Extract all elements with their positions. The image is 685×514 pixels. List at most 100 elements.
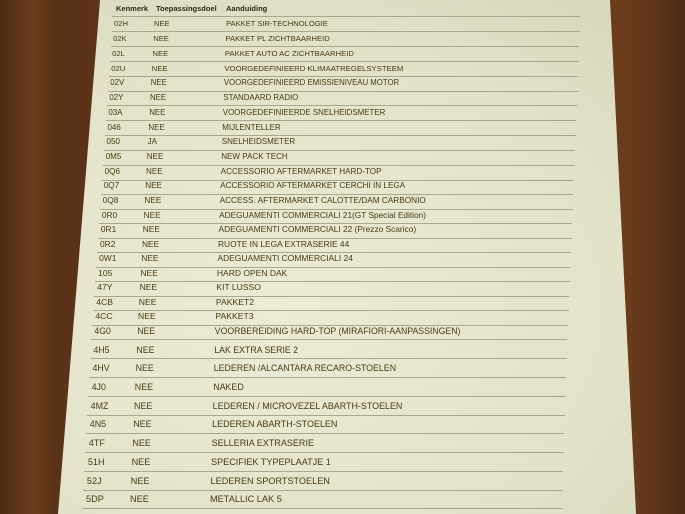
- cell-description: PAKKET3: [215, 311, 254, 322]
- row-divider: [87, 414, 565, 416]
- cell-applicable: NEE: [133, 419, 152, 430]
- cell-description: VOORGEDEFINIEERD EMISSIENIVEAU MOTOR: [223, 78, 400, 88]
- row-divider: [91, 339, 568, 341]
- row-divider: [110, 60, 579, 62]
- row-divider: [105, 134, 576, 136]
- cell-applicable: NEE: [143, 210, 161, 221]
- row-divider: [112, 31, 580, 33]
- cell-code: 0W1: [99, 253, 117, 264]
- row-divider: [93, 310, 569, 312]
- row-divider: [88, 395, 566, 397]
- cell-code: 4H5: [93, 344, 110, 355]
- cell-code: 0R0: [101, 210, 118, 221]
- cell-code: 02H: [114, 19, 128, 29]
- cell-applicable: NEE: [142, 238, 160, 249]
- cell-code: 4HV: [92, 363, 110, 374]
- cell-code: 0Q8: [102, 195, 119, 205]
- row-divider: [111, 46, 580, 48]
- cell-applicable: NEE: [153, 34, 169, 44]
- row-divider: [90, 358, 567, 360]
- cell-applicable: NEE: [140, 267, 158, 278]
- row-divider: [100, 208, 573, 210]
- cell-code: 0Q6: [104, 166, 121, 176]
- header-applicable: Toepassingsdoel: [156, 4, 217, 13]
- row-divider: [109, 75, 579, 77]
- cell-code: 02L: [112, 48, 125, 58]
- cell-code: 0M5: [105, 152, 122, 162]
- cell-code: 4TF: [88, 438, 105, 449]
- row-divider: [94, 295, 570, 297]
- cell-applicable: NEE: [145, 181, 162, 191]
- cell-description: LEDEREN ABARTH-STOELEN: [212, 419, 338, 430]
- cell-applicable: NEE: [150, 93, 167, 103]
- cell-description: STANDAARD RADIO: [223, 93, 299, 103]
- cell-description: KIT LUSSO: [216, 282, 261, 293]
- cell-code: 0Q7: [103, 181, 120, 191]
- cell-applicable: NEE: [141, 253, 159, 264]
- cell-applicable: NEE: [146, 152, 164, 162]
- cell-description: PAKKET AUTO AC ZICHTBAARHEID: [224, 48, 354, 58]
- cell-code: 5DP: [86, 494, 104, 505]
- row-divider: [108, 90, 578, 92]
- cell-description: ACCESSORIO AFTERMARKET HARD-TOP: [220, 166, 382, 176]
- row-divider: [85, 452, 564, 454]
- cell-description: PAKKET SIR-TECHNOLOGIE: [226, 19, 328, 29]
- cell-code: 02K: [113, 34, 127, 44]
- cell-applicable: JA: [147, 137, 157, 147]
- cell-description: NEW PACK TECH: [221, 152, 288, 162]
- cell-code: 4MZ: [90, 400, 109, 411]
- cell-description: ADEGUAMENTI COMMERCIALI 24: [217, 253, 353, 264]
- row-divider: [92, 324, 568, 326]
- cell-applicable: NEE: [134, 400, 153, 411]
- header-divider: [112, 16, 580, 17]
- cell-description: NAKED: [213, 382, 244, 392]
- cell-description: RUOTE IN LEGA EXTRASERIE 44: [218, 238, 350, 249]
- cell-description: ACCESS. AFTERMARKET CALOTTE/DAM CARBONIO: [219, 195, 426, 205]
- cell-applicable: NEE: [152, 48, 169, 58]
- cell-code: 4G0: [94, 325, 111, 336]
- cell-description: SNELHEIDSMETER: [221, 137, 296, 147]
- cell-code: 046: [107, 122, 121, 132]
- cell-applicable: NEE: [134, 382, 154, 392]
- header-description: Aanduiding: [226, 4, 268, 13]
- cell-applicable: NEE: [148, 122, 165, 132]
- row-divider: [99, 223, 573, 225]
- cell-description: VOORGEDEFINIEERDE SNELHEIDSMETER: [222, 107, 386, 117]
- cell-code: 4CB: [96, 296, 114, 307]
- cell-description: PAKKET2: [215, 296, 254, 307]
- cell-description: MIJLENTELLER: [222, 122, 281, 132]
- cell-description: LEDEREN /ALCANTARA RECARO-STOELEN: [213, 363, 397, 374]
- cell-description: VOORGEDEFINIEERD KLIMAATREGELSYSTEEM: [224, 63, 404, 73]
- cell-applicable: NEE: [154, 19, 170, 29]
- cell-code: 0R2: [100, 238, 116, 249]
- cell-applicable: NEE: [144, 195, 162, 205]
- header-code: Kenmerk: [116, 4, 149, 13]
- cell-applicable: NEE: [149, 107, 166, 117]
- cell-code: 4J0: [91, 382, 106, 392]
- cell-code: 105: [98, 267, 113, 278]
- cell-description: METALLIC LAK 5: [210, 494, 282, 505]
- cell-description: LEDEREN / MICROVEZEL ABARTH-STOELEN: [212, 400, 403, 411]
- cell-description: ACCESSORIO AFTERMARKET CERCHI IN LEGA: [220, 181, 406, 191]
- cell-code: 02U: [111, 63, 126, 73]
- row-divider: [96, 266, 571, 268]
- row-divider: [95, 281, 570, 283]
- cell-applicable: NEE: [131, 456, 151, 467]
- cell-description: LAK EXTRA SERIE 2: [214, 344, 299, 355]
- cell-applicable: NEE: [138, 311, 156, 322]
- cell-code: 47Y: [97, 282, 113, 293]
- row-divider: [104, 149, 576, 151]
- row-divider: [89, 376, 567, 378]
- cell-code: 51H: [87, 456, 105, 467]
- cell-description: HARD OPEN DAK: [216, 267, 288, 278]
- cell-description: SPECIFIEK TYPEPLAATJE 1: [211, 456, 331, 467]
- cell-applicable: NEE: [132, 438, 151, 449]
- cell-code: 050: [106, 137, 120, 147]
- cell-applicable: NEE: [130, 475, 150, 486]
- row-divider: [83, 489, 563, 491]
- row-divider: [84, 470, 564, 472]
- cell-description: ADEGUAMENTI COMMERCIALI 21(GT Special Ed…: [219, 210, 426, 221]
- cell-applicable: NEE: [150, 78, 167, 88]
- row-divider: [86, 433, 565, 435]
